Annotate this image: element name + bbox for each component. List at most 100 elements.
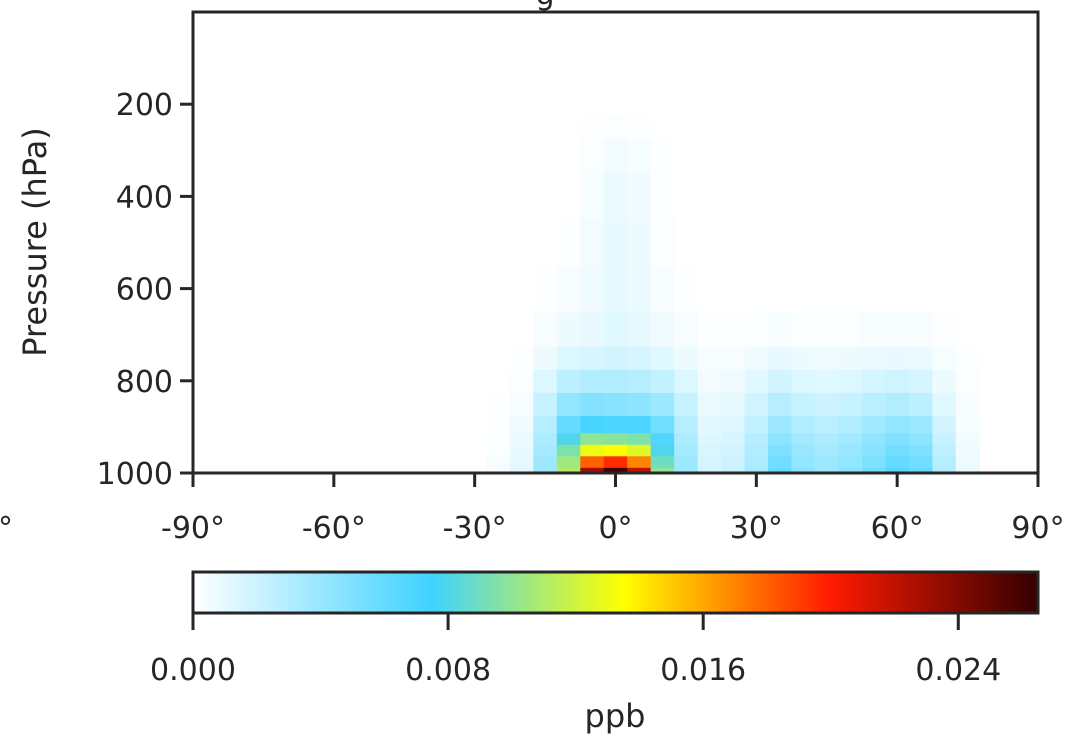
y-tick-label: 1000 [97, 457, 173, 492]
heatmap-cell [862, 311, 887, 347]
heatmap-cell [556, 432, 581, 445]
heatmap-plot: 200 400 600 800 1000 -90° -60° -30° 0° 30° 60° 90°… [16, 10, 1065, 546]
heatmap-cell [955, 415, 980, 434]
heatmap-cell [768, 444, 793, 457]
heatmap-cell [603, 115, 628, 140]
heatmap-cell [650, 138, 675, 174]
heatmap-cell [838, 369, 863, 393]
heatmap-cell [486, 392, 511, 416]
heatmap-cell [627, 346, 652, 370]
heatmap-cell [650, 455, 675, 468]
heatmap-cell [932, 455, 957, 468]
heatmap-cell [955, 369, 980, 393]
heatmap-cell [580, 311, 605, 347]
left-tick-fragment: ° [0, 511, 13, 546]
heatmap-cell [862, 444, 887, 457]
heatmap-cell [533, 467, 558, 473]
heatmap-cell [721, 415, 746, 434]
heatmap-cell [862, 415, 887, 434]
heatmap-cell [697, 346, 722, 370]
heatmap-cell [674, 346, 699, 370]
heatmap-cell [556, 455, 581, 468]
heatmap-cell [697, 392, 722, 416]
heatmap-cell [509, 467, 534, 473]
heatmap-cell [580, 432, 605, 445]
heatmap-cell [862, 392, 887, 416]
heatmap-cell [580, 219, 605, 267]
colorbar-axis: 0.000 0.008 0.016 0.024 [150, 613, 1001, 688]
heatmap-cell [650, 415, 675, 434]
heatmap-cell [580, 467, 605, 473]
heatmap-cell [768, 392, 793, 416]
heatmap-cell [627, 444, 652, 457]
heatmap-cell [674, 415, 699, 434]
heatmap-cell [955, 432, 980, 445]
heatmap-cell [603, 415, 628, 434]
heatmap-cell [815, 311, 840, 347]
heatmap-cell [580, 455, 605, 468]
heatmap-cell [697, 415, 722, 434]
heatmap-cell [721, 369, 746, 393]
heatmap-cell [744, 346, 769, 370]
heatmap-cell [556, 219, 581, 267]
heatmap-cell [533, 369, 558, 393]
heatmap-cell [603, 455, 628, 468]
heatmap-cell [791, 444, 816, 457]
heatmap-cell [768, 369, 793, 393]
heatmap-cell [627, 455, 652, 468]
heatmap-cell [627, 138, 652, 174]
heatmap-cell [533, 415, 558, 434]
x-tick-label: 30° [730, 511, 783, 546]
colorbar-tick-label: 0.024 [915, 653, 1001, 688]
heatmap-cell [533, 311, 558, 347]
colorbar-tick-label: 0.008 [405, 653, 491, 688]
heatmap-cell [556, 415, 581, 434]
heatmap-cell [674, 265, 699, 313]
heatmap-cell [509, 346, 534, 370]
heatmap-cell [955, 444, 980, 457]
heatmap-cell [885, 432, 910, 445]
heatmap-cell [721, 346, 746, 370]
heatmap-cell [885, 415, 910, 434]
title-fragment: g [535, 0, 554, 12]
heatmap-cell [509, 415, 534, 434]
heatmap-cell [603, 173, 628, 220]
heatmap-cell [556, 392, 581, 416]
heatmap-cell [908, 444, 933, 457]
x-tick-label: -30° [443, 511, 507, 546]
heatmap-cell [815, 346, 840, 370]
x-tick-label: -60° [302, 511, 366, 546]
heatmap-cell [697, 432, 722, 445]
heatmap-cell [509, 444, 534, 457]
heatmap-cell [721, 311, 746, 347]
heatmap-cell [908, 455, 933, 468]
heatmap-cell [580, 138, 605, 174]
heatmap-cell [603, 369, 628, 393]
heatmap-cell [768, 415, 793, 434]
heatmap-cell [556, 444, 581, 457]
heatmap-cell [697, 455, 722, 468]
heatmap-cell [838, 444, 863, 457]
heatmap-cell [627, 467, 652, 473]
heatmap-cell [650, 392, 675, 416]
heatmap-cell [955, 455, 980, 468]
heatmap-cell [932, 444, 957, 457]
heatmap-cell [580, 115, 605, 140]
heatmap-cell [509, 432, 534, 445]
heatmap-cell [744, 444, 769, 457]
x-tick-label: -90° [161, 511, 225, 546]
heatmap-cell [744, 415, 769, 434]
heatmap-cell [838, 455, 863, 468]
heatmap-cell [768, 346, 793, 370]
heatmap-cell [744, 455, 769, 468]
heatmap-cell [556, 346, 581, 370]
heatmap-cell [885, 369, 910, 393]
heatmap-cell [815, 444, 840, 457]
heatmap-cell [486, 467, 511, 473]
heatmap-cell [932, 311, 957, 347]
heatmap-cell [791, 467, 816, 473]
heatmap-cell [650, 369, 675, 393]
heatmap-cell [768, 467, 793, 473]
heatmap-cell [908, 392, 933, 416]
heatmap-cell [650, 173, 675, 220]
